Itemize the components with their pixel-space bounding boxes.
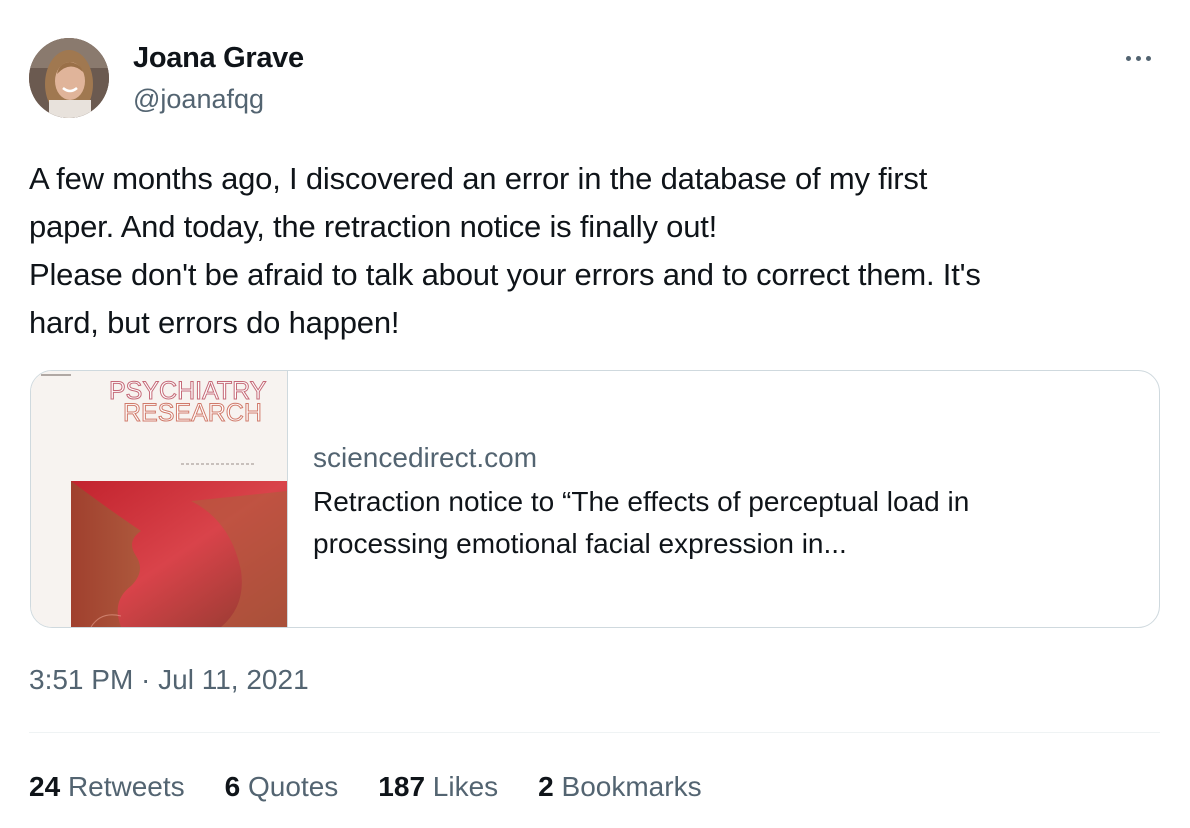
quotes-count: 6 (224, 771, 241, 802)
likes-label: Likes (432, 771, 499, 802)
tweet-text-line: paper. And today, the retraction notice … (29, 209, 718, 244)
quotes-label: Quotes (248, 771, 339, 802)
retweets-label: Retweets (67, 771, 185, 802)
retweets-stat[interactable]: 24 Retweets (29, 768, 185, 806)
journal-cover-image: PSYCHIATRY RESEARCH (31, 371, 287, 627)
journal-title-line2: RESEARCH (123, 399, 262, 427)
tweet-text-line: Please don't be afraid to talk about you… (29, 257, 981, 292)
journal-title-line1: PSYCHIATRY (109, 377, 267, 405)
user-handle[interactable]: @joanafqg (133, 84, 265, 114)
likes-stat[interactable]: 187 Likes (378, 768, 498, 806)
divider (29, 732, 1160, 733)
bookmarks-label: Bookmarks (561, 771, 702, 802)
retweets-count: 24 (29, 771, 61, 802)
tweet-text-line: A few months ago, I discovered an error … (29, 161, 928, 196)
tweet-timestamp[interactable]: 3:51 PM · Jul 11, 2021 (29, 664, 309, 695)
more-dot (1135, 55, 1141, 61)
bookmarks-stat[interactable]: 2 Bookmarks (538, 768, 701, 806)
tweet-text-line: hard, but errors do happen! (29, 305, 400, 340)
bookmarks-count: 2 (538, 771, 554, 802)
display-name[interactable]: Joana Grave (133, 42, 304, 74)
avatar[interactable] (29, 38, 109, 118)
tweet-text: A few months ago, I discovered an error … (29, 155, 1159, 347)
more-options-button[interactable] (1118, 46, 1158, 70)
card-thumbnail: PSYCHIATRY RESEARCH (31, 371, 288, 627)
more-dot (1145, 55, 1151, 61)
link-preview-card[interactable]: PSYCHIATRY RESEARCH sciencedirect.com Re… (30, 370, 1160, 628)
avatar-photo (29, 38, 109, 118)
likes-count: 187 (378, 771, 426, 802)
card-title: Retraction notice to “The effects of per… (313, 481, 1113, 565)
quotes-stat[interactable]: 6 Quotes (225, 768, 339, 806)
card-title-line: processing emotional facial expression i… (313, 528, 847, 559)
more-horizontal-icon (1125, 55, 1131, 61)
card-title-line: Retraction notice to “The effects of per… (313, 486, 970, 517)
engagement-stats: 24 Retweets 6 Quotes 187 Likes 2 Bookmar… (29, 768, 702, 806)
card-domain: sciencedirect.com (313, 442, 538, 473)
